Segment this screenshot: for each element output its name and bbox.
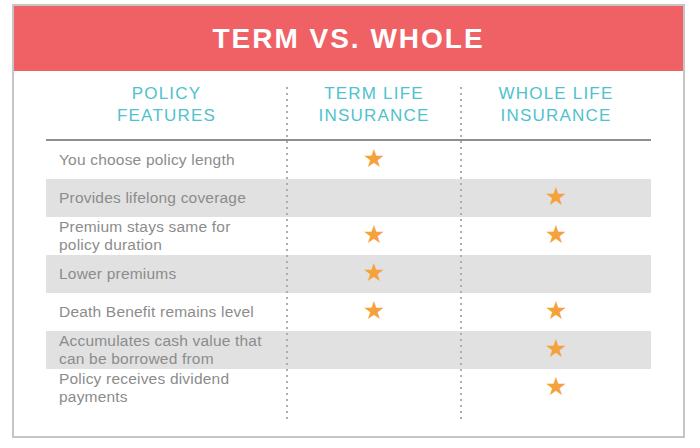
table-row: Provides lifelong coverage ★ — [46, 179, 651, 217]
column-header-line: INSURANCE — [287, 105, 461, 127]
column-divider-whole — [460, 87, 462, 419]
term-star-cell — [287, 387, 461, 390]
table-row: Lower premiums ★ — [46, 255, 651, 293]
term-star-cell — [287, 197, 461, 200]
column-header-row: POLICY FEATURES TERM LIFE INSURANCE WHOL… — [46, 71, 651, 141]
column-header-line: FEATURES — [46, 105, 287, 127]
term-star-cell: ★ — [287, 260, 461, 288]
table-row: Accumulates cash value that can be borro… — [46, 331, 651, 369]
column-header-line: POLICY — [46, 83, 287, 105]
term-star-cell: ★ — [287, 298, 461, 326]
table-row: Premium stays same for policy duration ★… — [46, 217, 651, 255]
feature-label: Accumulates cash value that can be borro… — [46, 332, 287, 368]
star-icon: ★ — [363, 296, 385, 324]
table-content: POLICY FEATURES TERM LIFE INSURANCE WHOL… — [46, 71, 651, 407]
whole-star-cell: ★ — [461, 298, 651, 326]
star-icon: ★ — [363, 258, 385, 286]
star-icon: ★ — [545, 182, 567, 210]
column-header-line: WHOLE LIFE — [461, 83, 651, 105]
whole-star-cell: ★ — [461, 374, 651, 402]
comparison-card: TERM VS. WHOLE POLICY FEATURES TERM LIFE… — [12, 4, 685, 438]
term-star-cell — [287, 349, 461, 352]
feature-label: Policy receives dividend payments — [46, 370, 287, 406]
column-header-line: INSURANCE — [461, 105, 651, 127]
whole-star-cell — [461, 159, 651, 162]
column-divider-term — [286, 87, 288, 419]
star-icon: ★ — [545, 296, 567, 324]
feature-rows: You choose policy length ★ Provides life… — [46, 141, 651, 407]
feature-label: Death Benefit remains level — [46, 303, 287, 321]
table-row: Policy receives dividend payments ★ — [46, 369, 651, 407]
star-icon: ★ — [363, 144, 385, 172]
feature-label: You choose policy length — [46, 151, 287, 169]
whole-star-cell: ★ — [461, 222, 651, 250]
whole-star-cell: ★ — [461, 184, 651, 212]
star-icon: ★ — [545, 220, 567, 248]
feature-label: Premium stays same for policy duration — [46, 218, 287, 254]
table-row: You choose policy length ★ — [46, 141, 651, 179]
star-icon: ★ — [545, 334, 567, 362]
whole-star-cell — [461, 273, 651, 276]
star-icon: ★ — [363, 220, 385, 248]
table-row: Death Benefit remains level ★ ★ — [46, 293, 651, 331]
column-header-policy-features: POLICY FEATURES — [46, 83, 287, 127]
column-header-line: TERM LIFE — [287, 83, 461, 105]
term-star-cell: ★ — [287, 146, 461, 174]
whole-star-cell: ★ — [461, 336, 651, 364]
column-header-term-life: TERM LIFE INSURANCE — [287, 83, 461, 127]
title-banner: TERM VS. WHOLE — [14, 6, 683, 71]
page-title: TERM VS. WHOLE — [212, 23, 484, 55]
term-star-cell: ★ — [287, 222, 461, 250]
column-header-whole-life: WHOLE LIFE INSURANCE — [461, 83, 651, 127]
feature-label: Lower premiums — [46, 265, 287, 283]
feature-label: Provides lifelong coverage — [46, 189, 287, 207]
star-icon: ★ — [545, 372, 567, 400]
